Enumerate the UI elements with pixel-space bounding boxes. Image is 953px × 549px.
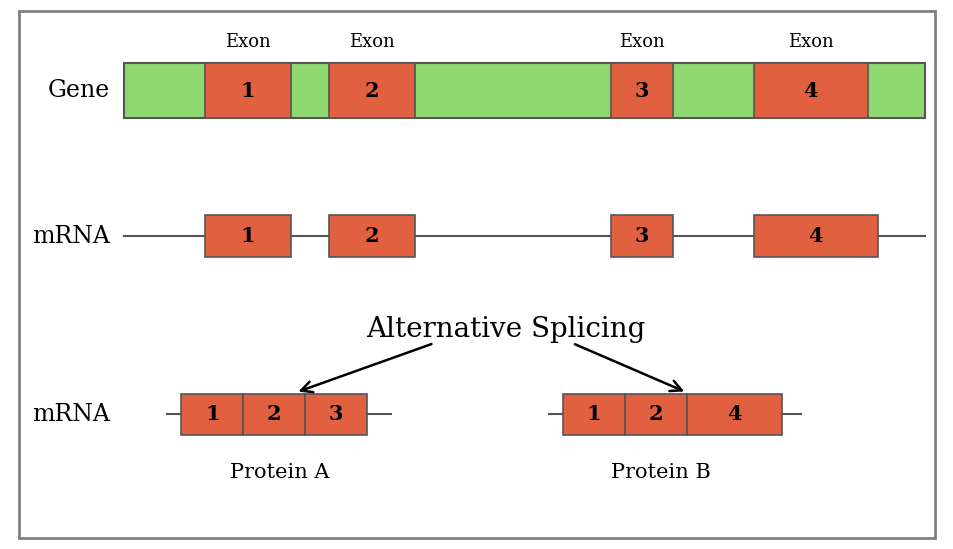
Text: Exon: Exon: [225, 33, 271, 51]
Text: 2: 2: [648, 405, 662, 424]
Bar: [181, 394, 243, 435]
Text: 3: 3: [634, 81, 648, 100]
Bar: [610, 63, 672, 118]
Bar: [243, 394, 305, 435]
Text: Protein B: Protein B: [611, 463, 710, 481]
Text: 1: 1: [240, 81, 255, 100]
Bar: [610, 216, 672, 257]
Bar: [753, 216, 877, 257]
Text: 1: 1: [205, 405, 219, 424]
Text: mRNA: mRNA: [31, 403, 110, 426]
Bar: [205, 216, 291, 257]
Bar: [305, 394, 367, 435]
Text: Exon: Exon: [618, 33, 663, 51]
Text: 4: 4: [807, 226, 822, 246]
Bar: [329, 63, 415, 118]
Text: Exon: Exon: [349, 33, 395, 51]
Text: 2: 2: [267, 405, 281, 424]
Text: 4: 4: [802, 81, 818, 100]
Bar: [124, 63, 924, 118]
Text: 2: 2: [364, 81, 379, 100]
Bar: [329, 216, 415, 257]
Bar: [753, 63, 867, 118]
Text: Protein A: Protein A: [230, 463, 329, 481]
Text: 1: 1: [586, 405, 600, 424]
Bar: [562, 394, 624, 435]
Text: mRNA: mRNA: [31, 225, 110, 248]
Bar: [686, 394, 781, 435]
Text: 3: 3: [634, 226, 648, 246]
Text: 1: 1: [240, 226, 255, 246]
Text: Exon: Exon: [787, 33, 833, 51]
Text: Gene: Gene: [48, 79, 110, 102]
Bar: [205, 63, 291, 118]
Text: 4: 4: [726, 405, 741, 424]
Text: 3: 3: [329, 405, 343, 424]
Bar: [624, 394, 686, 435]
Text: Alternative Splicing: Alternative Splicing: [366, 316, 644, 343]
Text: 2: 2: [364, 226, 379, 246]
